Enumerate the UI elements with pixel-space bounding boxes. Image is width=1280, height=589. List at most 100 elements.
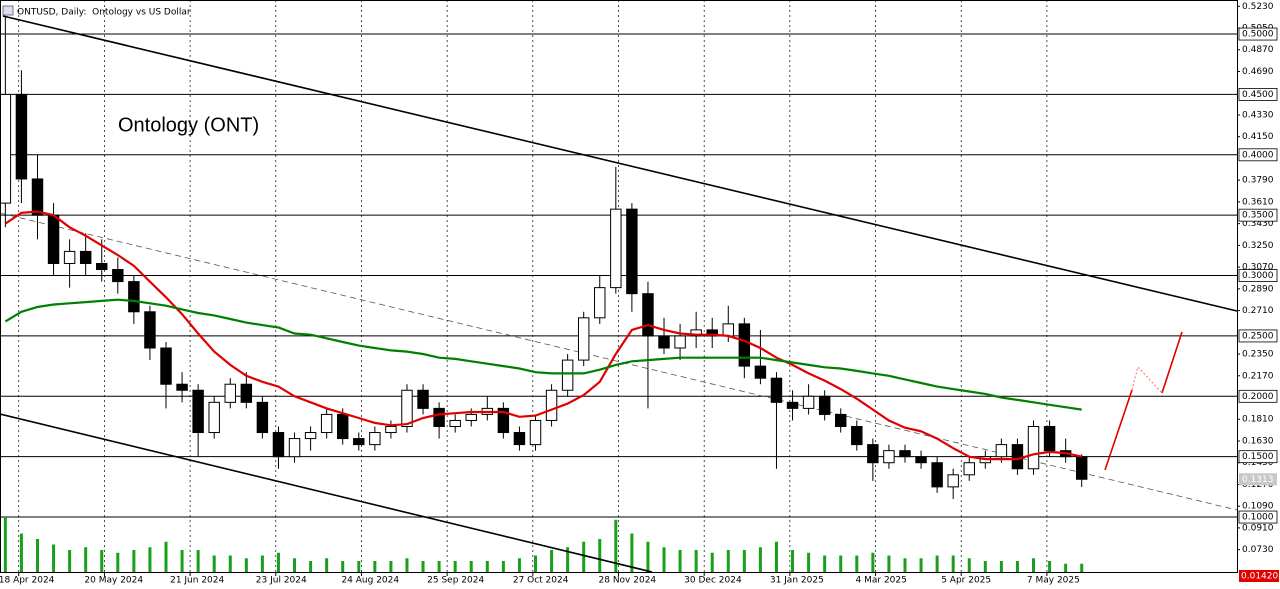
candle-body (738, 323, 751, 367)
candle-body (112, 269, 124, 283)
volume-bar (566, 547, 570, 572)
volume-box (1239, 570, 1279, 582)
projection (1104, 389, 1133, 471)
candle-body (176, 383, 188, 391)
volume-bar (533, 555, 537, 572)
y-tick-label: 0.3790 (1242, 176, 1274, 186)
volume-bar (421, 561, 425, 572)
volume-bar (839, 555, 843, 572)
volume (3, 517, 1084, 572)
volume-bar (100, 550, 104, 572)
volume-bar (405, 558, 409, 572)
volume-bar (212, 555, 216, 572)
y-tick-label: 0.1630 (1242, 436, 1274, 446)
y-tick-label: 0.2890 (1242, 284, 1274, 294)
volume-bar (887, 555, 891, 572)
candle-body (401, 389, 413, 427)
level-label: 0.4000 (1242, 150, 1274, 160)
x-tick-label: 23 Jul 2024 (256, 576, 307, 586)
level-box (1238, 389, 1278, 403)
x-tick-label: 28 Nov 2024 (599, 576, 657, 586)
y-tick-label: 0.0910 (1242, 523, 1274, 533)
candle-body (818, 395, 831, 415)
x-tick-label: 31 Jan 2025 (770, 576, 824, 586)
candle-body (465, 413, 477, 421)
volume-bar (791, 550, 795, 572)
candle-body (658, 335, 670, 349)
volume-bar (276, 552, 280, 572)
y-tick-label: 0.4690 (1242, 67, 1274, 77)
candle-body (320, 413, 333, 434)
candle-body (722, 323, 734, 337)
channel-top (2, 15, 1238, 312)
candle-body (144, 311, 156, 349)
volume-bar (228, 555, 232, 572)
candle-body (706, 329, 718, 337)
candle-body (15, 93, 28, 180)
volume-bar (164, 541, 168, 572)
x-tick-label: 5 Apr 2025 (941, 576, 991, 586)
candle-body (754, 365, 767, 379)
moving-average (4, 298, 1082, 411)
level-label: 0.3000 (1242, 271, 1274, 281)
candle-body (128, 281, 140, 313)
candle-body (577, 317, 590, 361)
volume-bar (742, 550, 746, 572)
candle-body (963, 462, 975, 476)
candle-body (561, 359, 574, 391)
icon (2, 5, 14, 16)
x-tick-label: 27 Oct 2024 (513, 576, 569, 586)
volume-bar (598, 539, 602, 572)
volume-bar (196, 550, 200, 572)
volume-bar (951, 555, 955, 572)
volume-bar (550, 550, 554, 572)
moving-average (4, 210, 1082, 461)
level-label: 0.5000 (1242, 30, 1274, 40)
candle-body (674, 335, 686, 349)
volume-bar (935, 555, 939, 572)
y-tick-label: 0.4150 (1242, 132, 1274, 142)
candle-body (786, 401, 799, 409)
candle-body (899, 450, 911, 458)
candle-body (931, 462, 943, 488)
y-tick-label: 0.3250 (1242, 241, 1274, 251)
x-tick-label: 25 Sep 2024 (427, 576, 484, 586)
candle-body (770, 377, 783, 403)
candle-body (851, 425, 863, 446)
volume-bar (646, 541, 650, 572)
volume-bar (694, 550, 698, 572)
volume-bar (1080, 563, 1084, 572)
volume-bar (774, 541, 778, 572)
volume-bar (614, 519, 618, 572)
moving-averages (4, 210, 1082, 461)
volume-bar (52, 544, 56, 572)
projection (1161, 331, 1183, 394)
volume-bar (501, 561, 505, 572)
volume-bar (116, 552, 120, 572)
candle-body (79, 250, 92, 264)
candle-body (47, 214, 60, 264)
candle-body (915, 456, 927, 464)
level-label: 0.1500 (1242, 452, 1274, 462)
level-box (1238, 329, 1278, 343)
candle-body (947, 474, 959, 488)
candle-body (545, 389, 558, 421)
volume-bar (325, 558, 329, 572)
volume-bar (582, 541, 586, 572)
volume-bar (485, 561, 489, 572)
volume-bar (293, 558, 297, 572)
volume-bar (19, 533, 23, 572)
candle-body (1011, 444, 1024, 470)
candle-body (610, 208, 622, 289)
candle-body (336, 413, 349, 440)
x-tick-label: 21 Jun 2024 (170, 576, 224, 586)
volume-bar (517, 558, 521, 572)
volume-bar (678, 550, 682, 572)
y-tick-label: 0.1090 (1242, 502, 1274, 512)
volume-bar (244, 558, 248, 572)
level-box (1238, 148, 1278, 162)
volume-label: 0.01420 (1241, 572, 1278, 582)
